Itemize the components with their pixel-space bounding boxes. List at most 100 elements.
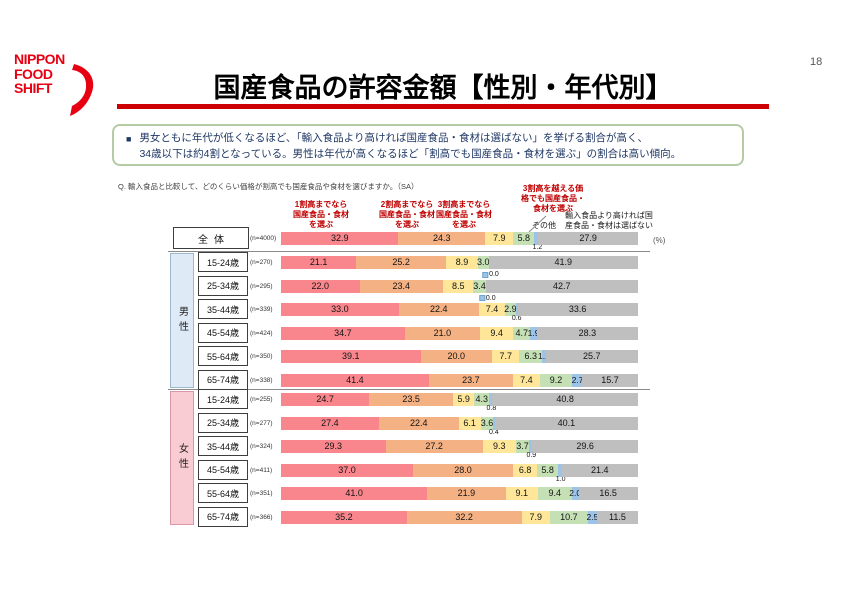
bar-value-label: 11.5 — [609, 511, 626, 522]
summary-box: ■ 男女ともに年代が低くなるほど、「輸入食品より高ければ国産食品・食材は選ばない… — [112, 124, 744, 166]
bar-segment-4: 3.6 — [480, 416, 494, 430]
other-value-label: 0.0 — [489, 271, 499, 278]
bar-segment-3: 5.9 — [453, 393, 475, 406]
sample-size-label: (n=255) — [250, 396, 273, 403]
category-label: 25-34歳 — [198, 412, 248, 433]
other-value-label: 0.8 — [486, 405, 497, 412]
bar-value-label: 8.5 — [451, 280, 465, 291]
bar-segment-1: 22.0 — [281, 279, 360, 293]
bar-segment-6: 33.6 — [517, 303, 638, 316]
bar-segment-4: 3.4 — [473, 279, 486, 293]
bar-value-label: 5.8 — [541, 464, 554, 475]
unit-label: (%) — [653, 236, 666, 245]
bar-segment-2: 23.7 — [428, 373, 514, 387]
bar-segment-5 — [534, 232, 539, 245]
bar-segment-5 — [515, 303, 518, 316]
bar-value-label: 9.4 — [548, 488, 562, 498]
bar-value-label: 7.4 — [485, 304, 499, 314]
bar-value-label: 25.7 — [582, 351, 601, 361]
bar-value-label: 16.5 — [599, 488, 617, 498]
sample-size-label: (n=339) — [250, 306, 273, 313]
bar-value-label: 21.9 — [457, 488, 476, 498]
bar-segment-3: 7.9 — [521, 510, 550, 524]
sample-size-label: (n=324) — [250, 443, 273, 450]
bar-segment-4: 6.3 — [519, 350, 542, 363]
bar-value-label: 40.1 — [557, 417, 576, 428]
other-value-label: 1.2 — [532, 244, 543, 251]
bar-value-label: 3.6 — [480, 417, 494, 428]
bar-value-label: 40.8 — [556, 394, 574, 404]
other-value-callout: 0.0 — [478, 295, 496, 302]
bar-value-label: 39.1 — [342, 351, 360, 361]
other-legend-marker-icon — [482, 271, 489, 278]
category-label: 25-34歳 — [198, 275, 248, 296]
chart-row: 35-44歳 (n=324) 29.3 27.2 9.3 3.7 0.9 29.6 — [0, 436, 842, 459]
legend-label-4: 3割高を越える価格でも国産食品・食材を選ぶ — [521, 184, 585, 213]
bar-segment-3: 6.1 — [458, 416, 481, 430]
chart-row: 15-24歳 (n=255) 24.7 23.5 5.9 4.3 0.8 40.8 — [0, 389, 842, 412]
other-value-label: 1.1 — [538, 351, 550, 361]
bar-segment-1: 35.2 — [281, 510, 407, 524]
bar-track: 34.7 21.0 9.4 4.7 1.9 28.3 — [281, 326, 638, 340]
bar-value-label: 9.3 — [493, 441, 506, 451]
sample-size-label: (n=270) — [250, 259, 273, 266]
sample-size-label: (n=350) — [250, 353, 273, 360]
bar-segment-2: 28.0 — [413, 463, 514, 477]
bar-value-label: 41.4 — [346, 374, 364, 385]
chart-row: 65-74歳 (n=338) 41.4 23.7 7.4 9.2 2.7 15.7 — [0, 369, 842, 390]
bar-segment-6: 16.5 — [578, 487, 638, 500]
bar-segment-6: 40.1 — [494, 416, 638, 430]
category-label: 15-24歳 — [198, 389, 248, 409]
bar-segment-3: 9.3 — [482, 440, 516, 453]
bar-value-label: 7.9 — [529, 511, 542, 522]
bar-segment-2: 27.2 — [385, 440, 483, 453]
chart-row: 25-34歳 (n=277) 27.4 22.4 6.1 3.6 0.4 40.1 — [0, 412, 842, 436]
bar-value-label: 5.8 — [517, 233, 530, 243]
bar-segment-6: 27.9 — [538, 232, 638, 245]
group-label-male: 男性 — [176, 305, 188, 336]
bar-segment-1: 37.0 — [281, 463, 414, 477]
bar-segment-5 — [493, 416, 495, 430]
bar-track: 37.0 28.0 6.8 5.8 1.0 21.4 — [281, 463, 638, 483]
bar-segment-2: 23.4 — [359, 279, 444, 293]
legend-label-3: 3割高までなら国産食品・食材を選ぶ — [436, 200, 492, 229]
summary-text: 男女ともに年代が低くなるほど、「輸入食品より高ければ国産食品・食材は選ばない」を… — [139, 130, 681, 162]
bar-segment-4: 4.3 — [474, 393, 490, 406]
bar-value-label: 9.1 — [515, 488, 529, 498]
bar-value-label: 7.9 — [493, 233, 506, 243]
other-value-label: 2.0 — [569, 488, 582, 498]
bar-value-label: 20.0 — [447, 351, 466, 361]
category-label: 35-44歳 — [198, 299, 248, 319]
divider-gender — [168, 389, 650, 390]
group-box-female: 女性 — [170, 391, 194, 525]
bar-segment-2: 22.4 — [378, 416, 459, 430]
bar-segment-1: 39.1 — [281, 350, 421, 363]
bar-value-label: 4.7 — [515, 327, 529, 338]
bar-track: 29.3 27.2 9.3 3.7 0.9 29.6 — [281, 440, 638, 459]
bar-segment-5 — [529, 440, 533, 453]
bar-value-label: 7.4 — [520, 374, 533, 385]
bar-value-label: 23.5 — [402, 394, 420, 404]
bar-value-label: 6.3 — [524, 351, 537, 361]
bar-segment-6: 41.9 — [488, 256, 638, 269]
bar-segment-1: 27.4 — [281, 416, 379, 430]
bar-segment-4: 4.7 — [513, 326, 531, 340]
divider-total — [168, 251, 650, 252]
bar-segment-6: 42.7 — [485, 279, 638, 293]
bar-value-label: 7.7 — [499, 351, 512, 361]
bar-value-label: 35.2 — [335, 511, 353, 522]
bar-segment-4: 3.0 — [477, 256, 489, 269]
page-title: 国産食品の許容金額【性別・年代別】 — [213, 73, 673, 103]
bar-segment-2: 32.2 — [406, 510, 522, 524]
bar-segment-6: 15.7 — [582, 373, 638, 387]
bar-segment-4: 5.8 — [537, 463, 558, 477]
bar-track: 33.0 22.4 7.4 2.9 0.6 33.6 — [281, 303, 638, 322]
bar-segment-6: 11.5 — [596, 510, 638, 524]
sample-size-label: (n=351) — [250, 490, 273, 497]
other-value-callout: 0.0 — [482, 271, 499, 278]
bar-value-label: 21.1 — [309, 257, 328, 267]
legend-label-2: 2割高までなら国産食品・食材を選ぶ — [379, 200, 435, 229]
logo-line-2: FOOD — [14, 65, 53, 82]
bar-segment-6: 40.8 — [492, 393, 638, 406]
